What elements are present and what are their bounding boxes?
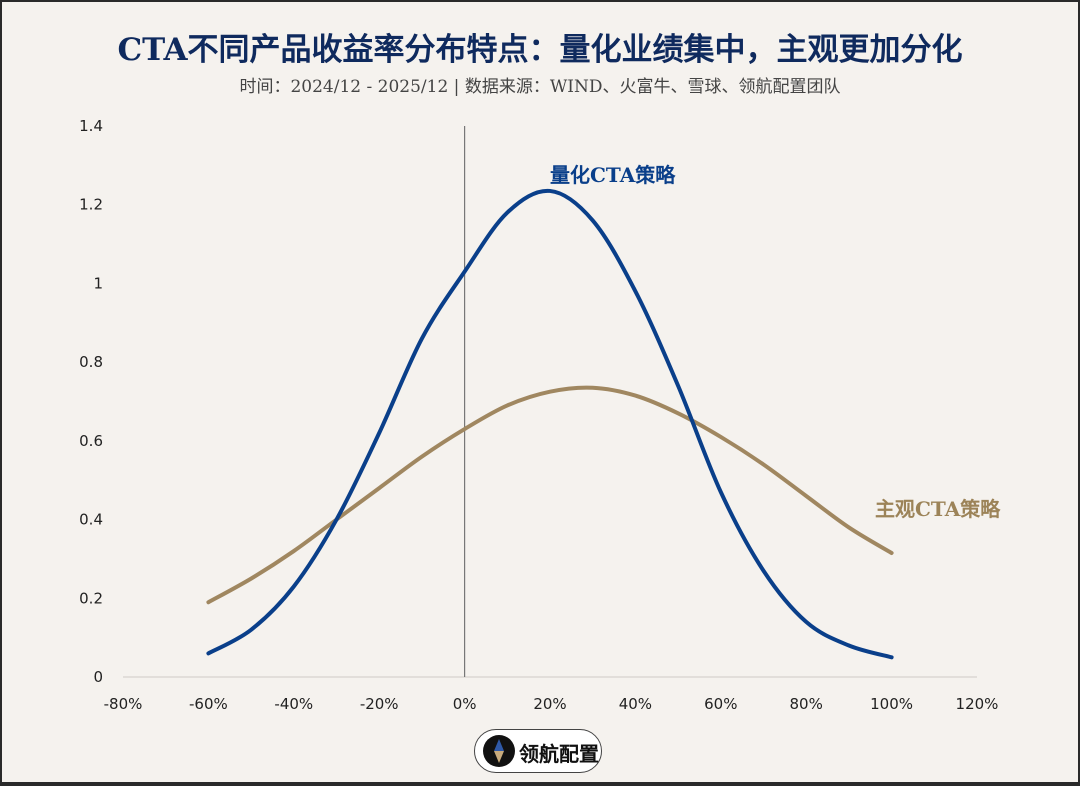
x-tick-label: -60% <box>189 695 228 713</box>
brand-logo: 领航配置 <box>474 729 602 773</box>
x-tick-label: 60% <box>704 695 737 713</box>
x-tick-label: -80% <box>104 695 143 713</box>
y-tick-label: 1.4 <box>79 117 103 135</box>
compass-diamond-icon <box>483 735 515 767</box>
x-tick-label: 120% <box>956 695 999 713</box>
series-quant-cta-line <box>206 188 894 660</box>
label-subjective-cta: 主观CTA策略 <box>875 497 1001 521</box>
y-tick-label: 1.2 <box>79 196 103 214</box>
x-tick-label: 80% <box>790 695 823 713</box>
y-tick-label: 0.6 <box>79 432 103 450</box>
x-tick-label: 0% <box>453 695 477 713</box>
chart-title: CTA不同产品收益率分布特点：量化业绩集中，主观更加分化 <box>117 32 963 68</box>
y-tick-label: 0.4 <box>79 511 103 529</box>
x-tick-label: -20% <box>360 695 399 713</box>
y-tick-label: 0 <box>93 668 103 686</box>
x-tick-label: 100% <box>870 695 913 713</box>
x-tick-label: 40% <box>619 695 652 713</box>
y-tick-label: 1 <box>93 274 103 292</box>
y-tick-label: 0.2 <box>79 589 103 607</box>
label-quant-cta: 量化CTA策略 <box>550 163 676 187</box>
x-tick-label: 20% <box>533 695 566 713</box>
series-subjective-cta-line <box>206 385 894 605</box>
y-tick-label: 0.8 <box>79 353 103 371</box>
brand-name: 领航配置 <box>519 742 599 766</box>
x-tick-label: -40% <box>274 695 313 713</box>
chart-subtitle: 时间：2024/12 - 2025/12 | 数据来源：WIND、火富牛、雪球、… <box>239 77 841 97</box>
